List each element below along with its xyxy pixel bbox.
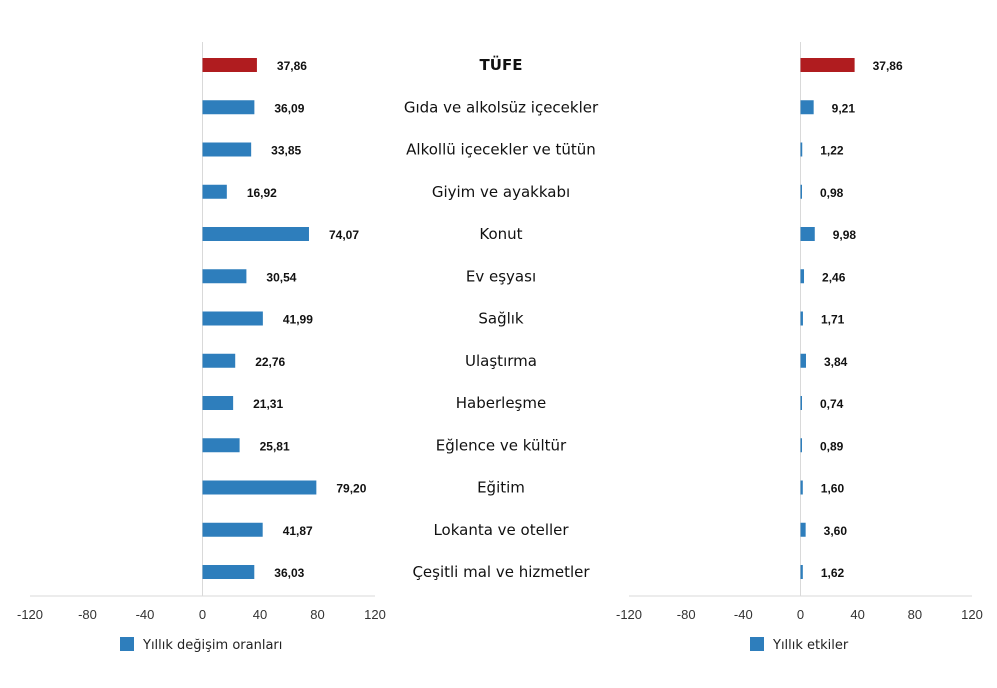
right-tick-label: -80	[677, 607, 696, 622]
category-label: Giyim ve ayakkabı	[432, 183, 570, 201]
category-label: Ulaştırma	[465, 352, 537, 370]
right-value-label: 1,62	[821, 566, 845, 580]
left-value-label: 22,76	[255, 355, 285, 369]
right-tick-label: 120	[961, 607, 983, 622]
category-label: Sağlık	[478, 310, 524, 328]
left-value-label: 37,86	[277, 59, 307, 73]
right-bar	[800, 269, 805, 284]
right-value-label: 1,22	[820, 144, 844, 158]
right-bar	[800, 565, 803, 579]
left-bar	[202, 311, 263, 326]
left-bar	[202, 184, 227, 199]
right-value-label: 0,98	[820, 186, 844, 200]
category-label: TÜFE	[480, 55, 523, 74]
left-bar	[202, 480, 317, 495]
category-label: Gıda ve alkolsüz içecekler	[404, 98, 599, 116]
left-bar	[202, 353, 236, 368]
left-bar	[202, 142, 252, 157]
right-value-label: 37,86	[873, 59, 903, 73]
right-bar	[800, 522, 806, 537]
right-bar	[800, 480, 803, 495]
left-tick-label: 40	[253, 607, 267, 622]
left-tick-label: 120	[364, 607, 386, 622]
left-tick-label: -120	[17, 607, 43, 622]
left-bar	[202, 100, 255, 115]
left-bar	[202, 269, 247, 284]
right-value-label: 3,84	[824, 355, 848, 369]
right-value-label: 1,71	[821, 313, 845, 327]
right-legend-label: Yıllık etkiler	[772, 638, 849, 653]
left-value-label: 41,87	[283, 524, 313, 538]
left-tick-label: 0	[199, 607, 206, 622]
left-value-label: 36,09	[274, 101, 304, 115]
category-label: Haberleşme	[456, 394, 546, 412]
right-value-label: 3,60	[824, 524, 848, 538]
right-value-label: 1,60	[821, 482, 845, 496]
left-tick-label: -80	[78, 607, 97, 622]
left-value-label: 41,99	[283, 313, 313, 327]
right-bar	[800, 396, 802, 410]
left-value-label: 36,03	[274, 566, 304, 580]
right-bar	[800, 100, 814, 115]
category-label: Alkollü içecekler ve tütün	[406, 141, 596, 159]
right-bar	[800, 311, 803, 326]
left-bar	[202, 438, 240, 453]
category-label: Eğlence ve kültür	[436, 436, 567, 454]
right-value-label: 9,21	[832, 101, 856, 115]
category-label: Ev eşyası	[466, 267, 536, 285]
right-tick-label: 0	[797, 607, 804, 622]
left-bar	[202, 58, 257, 72]
left-value-label: 16,92	[247, 186, 277, 200]
right-tick-label: -120	[616, 607, 642, 622]
left-legend-label: Yıllık değişim oranları	[142, 638, 282, 653]
left-bar	[202, 396, 234, 410]
left-value-label: 25,81	[260, 439, 290, 453]
right-value-label: 0,89	[820, 439, 844, 453]
left-value-label: 30,54	[266, 270, 296, 284]
left-value-label: 74,07	[329, 228, 359, 242]
right-tick-label: 80	[908, 607, 922, 622]
left-bar	[202, 565, 255, 579]
right-bar	[800, 58, 855, 72]
right-bar	[800, 227, 815, 241]
right-bar	[800, 353, 806, 368]
left-value-label: 79,20	[336, 482, 366, 496]
category-label: Lokanta ve oteller	[433, 521, 569, 539]
right-value-label: 0,74	[820, 397, 844, 411]
right-bar	[800, 438, 802, 453]
right-bar	[800, 142, 803, 157]
category-label: Konut	[479, 225, 522, 243]
category-label: Çeşitli mal ve hizmetler	[412, 563, 590, 581]
right-legend-swatch	[750, 637, 764, 651]
left-value-label: 21,31	[253, 397, 283, 411]
category-label: Eğitim	[477, 479, 525, 497]
right-bar	[800, 184, 802, 199]
right-tick-label: -40	[734, 607, 753, 622]
right-value-label: 9,98	[833, 228, 857, 242]
left-tick-label: -40	[136, 607, 155, 622]
left-value-label: 33,85	[271, 144, 301, 158]
left-bar	[202, 522, 263, 537]
left-tick-label: 80	[310, 607, 324, 622]
right-tick-label: 40	[850, 607, 864, 622]
left-legend-swatch	[120, 637, 134, 651]
right-value-label: 2,46	[822, 270, 846, 284]
left-bar	[202, 227, 309, 241]
